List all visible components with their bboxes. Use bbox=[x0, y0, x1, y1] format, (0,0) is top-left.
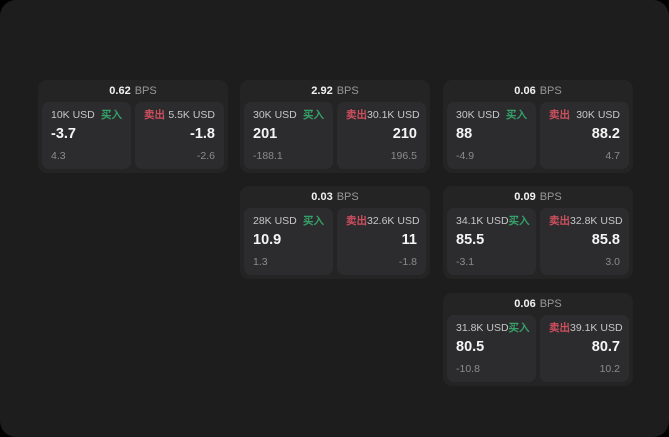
bps-unit-label: BPS bbox=[539, 298, 562, 310]
sell-amount: 39.1K USD bbox=[570, 322, 623, 334]
buy-quote-panel[interactable]: 28K USD 买入 10.9 1.3 bbox=[244, 208, 333, 275]
bps-unit-label: BPS bbox=[539, 191, 562, 203]
sell-quote-panel[interactable]: 卖出 30K USD 88.2 4.7 bbox=[540, 102, 629, 169]
sell-sub-value: -2.6 bbox=[196, 150, 215, 162]
buy-price: 85.5 bbox=[456, 232, 485, 248]
buy-amount: 28K USD bbox=[253, 215, 297, 227]
spread-header: 0.62 BPS bbox=[42, 80, 224, 102]
quote-card-5: 0.09 BPS 34.1K USD 买入 85.5 -3.1 卖出 32.8K … bbox=[443, 186, 633, 279]
sell-side-label: 卖出 bbox=[346, 215, 367, 227]
spread-header: 0.09 BPS bbox=[447, 186, 629, 208]
sell-side-label: 卖出 bbox=[549, 215, 570, 227]
sell-price: 11 bbox=[401, 232, 417, 248]
buy-side-label: 买入 bbox=[506, 109, 527, 121]
sell-quote-panel[interactable]: 卖出 30.1K USD 210 196.5 bbox=[337, 102, 426, 169]
sell-price: 210 bbox=[392, 126, 417, 142]
spread-value: 0.06 bbox=[514, 85, 536, 97]
spread-header: 0.03 BPS bbox=[244, 186, 426, 208]
sell-sub-value: 196.5 bbox=[390, 150, 417, 162]
spread-value: 0.62 bbox=[109, 85, 131, 97]
buy-quote-panel[interactable]: 30K USD 买入 201 -188.1 bbox=[244, 102, 333, 169]
spread-value: 0.09 bbox=[514, 191, 536, 203]
sell-quote-panel[interactable]: 卖出 5.5K USD -1.8 -2.6 bbox=[135, 102, 224, 169]
buy-side-label: 买入 bbox=[303, 215, 324, 227]
buy-sub-value: -4.9 bbox=[456, 150, 475, 162]
buy-side-label: 买入 bbox=[101, 109, 122, 121]
sell-side-label: 卖出 bbox=[549, 322, 570, 334]
spread-header: 2.92 BPS bbox=[244, 80, 426, 102]
sell-sub-value: -1.8 bbox=[398, 256, 417, 268]
spread-header: 0.06 BPS bbox=[447, 293, 629, 315]
sell-amount: 32.8K USD bbox=[570, 215, 623, 227]
sell-quote-panel[interactable]: 卖出 39.1K USD 80.7 10.2 bbox=[540, 315, 629, 382]
sell-amount: 32.6K USD bbox=[367, 215, 420, 227]
quote-card-4: 0.03 BPS 28K USD 买入 10.9 1.3 卖出 32.6K USD… bbox=[240, 186, 430, 279]
sell-side-label: 卖出 bbox=[144, 109, 165, 121]
buy-quote-panel[interactable]: 10K USD 买入 -3.7 4.3 bbox=[42, 102, 131, 169]
spread-value: 2.92 bbox=[311, 85, 333, 97]
buy-price: 10.9 bbox=[253, 232, 282, 248]
buy-sub-value: -10.8 bbox=[456, 363, 480, 375]
buy-sub-value: -188.1 bbox=[253, 150, 283, 162]
buy-sub-value: -3.1 bbox=[456, 256, 475, 268]
quote-card-3: 0.06 BPS 30K USD 买入 88 -4.9 卖出 30K USD 88… bbox=[443, 80, 633, 173]
quote-card-2: 2.92 BPS 30K USD 买入 201 -188.1 卖出 30.1K U… bbox=[240, 80, 430, 173]
buy-side-label: 买入 bbox=[508, 322, 530, 334]
spread-header: 0.06 BPS bbox=[447, 80, 629, 102]
sell-price: 80.7 bbox=[591, 339, 620, 355]
buy-sub-value: 4.3 bbox=[51, 150, 66, 162]
sell-sub-value: 10.2 bbox=[599, 363, 620, 375]
buy-price: -3.7 bbox=[51, 126, 76, 142]
sell-sub-value: 3.0 bbox=[605, 256, 620, 268]
buy-price: 201 bbox=[253, 126, 278, 142]
buy-quote-panel[interactable]: 30K USD 买入 88 -4.9 bbox=[447, 102, 536, 169]
bps-unit-label: BPS bbox=[336, 191, 359, 203]
sell-price: -1.8 bbox=[190, 126, 215, 142]
sell-price: 85.8 bbox=[591, 232, 620, 248]
sell-amount: 5.5K USD bbox=[168, 109, 215, 121]
bps-unit-label: BPS bbox=[539, 85, 562, 97]
buy-price: 88 bbox=[456, 126, 473, 142]
sell-side-label: 卖出 bbox=[346, 109, 367, 121]
sell-side-label: 卖出 bbox=[549, 109, 570, 121]
buy-amount: 30K USD bbox=[456, 109, 500, 121]
sell-quote-panel[interactable]: 卖出 32.8K USD 85.8 3.0 bbox=[540, 208, 629, 275]
buy-amount: 31.8K USD bbox=[456, 322, 509, 334]
bps-unit-label: BPS bbox=[336, 85, 359, 97]
buy-quote-panel[interactable]: 34.1K USD 买入 85.5 -3.1 bbox=[447, 208, 536, 275]
sell-quote-panel[interactable]: 卖出 32.6K USD 11 -1.8 bbox=[337, 208, 426, 275]
buy-side-label: 买入 bbox=[303, 109, 324, 121]
sell-sub-value: 4.7 bbox=[605, 150, 620, 162]
buy-quote-panel[interactable]: 31.8K USD 买入 80.5 -10.8 bbox=[447, 315, 536, 382]
buy-price: 80.5 bbox=[456, 339, 485, 355]
bps-unit-label: BPS bbox=[134, 85, 157, 97]
buy-amount: 10K USD bbox=[51, 109, 95, 121]
buy-side-label: 买入 bbox=[508, 215, 530, 227]
quote-card-6: 0.06 BPS 31.8K USD 买入 80.5 -10.8 卖出 39.1K… bbox=[443, 293, 633, 386]
spread-value: 0.06 bbox=[514, 298, 536, 310]
buy-sub-value: 1.3 bbox=[253, 256, 268, 268]
quote-card-1: 0.62 BPS 10K USD 买入 -3.7 4.3 卖出 5.5K USD … bbox=[38, 80, 228, 173]
sell-amount: 30.1K USD bbox=[367, 109, 420, 121]
sell-amount: 30K USD bbox=[576, 109, 620, 121]
buy-amount: 30K USD bbox=[253, 109, 297, 121]
spread-value: 0.03 bbox=[311, 191, 333, 203]
buy-amount: 34.1K USD bbox=[456, 215, 509, 227]
sell-price: 88.2 bbox=[591, 126, 620, 142]
